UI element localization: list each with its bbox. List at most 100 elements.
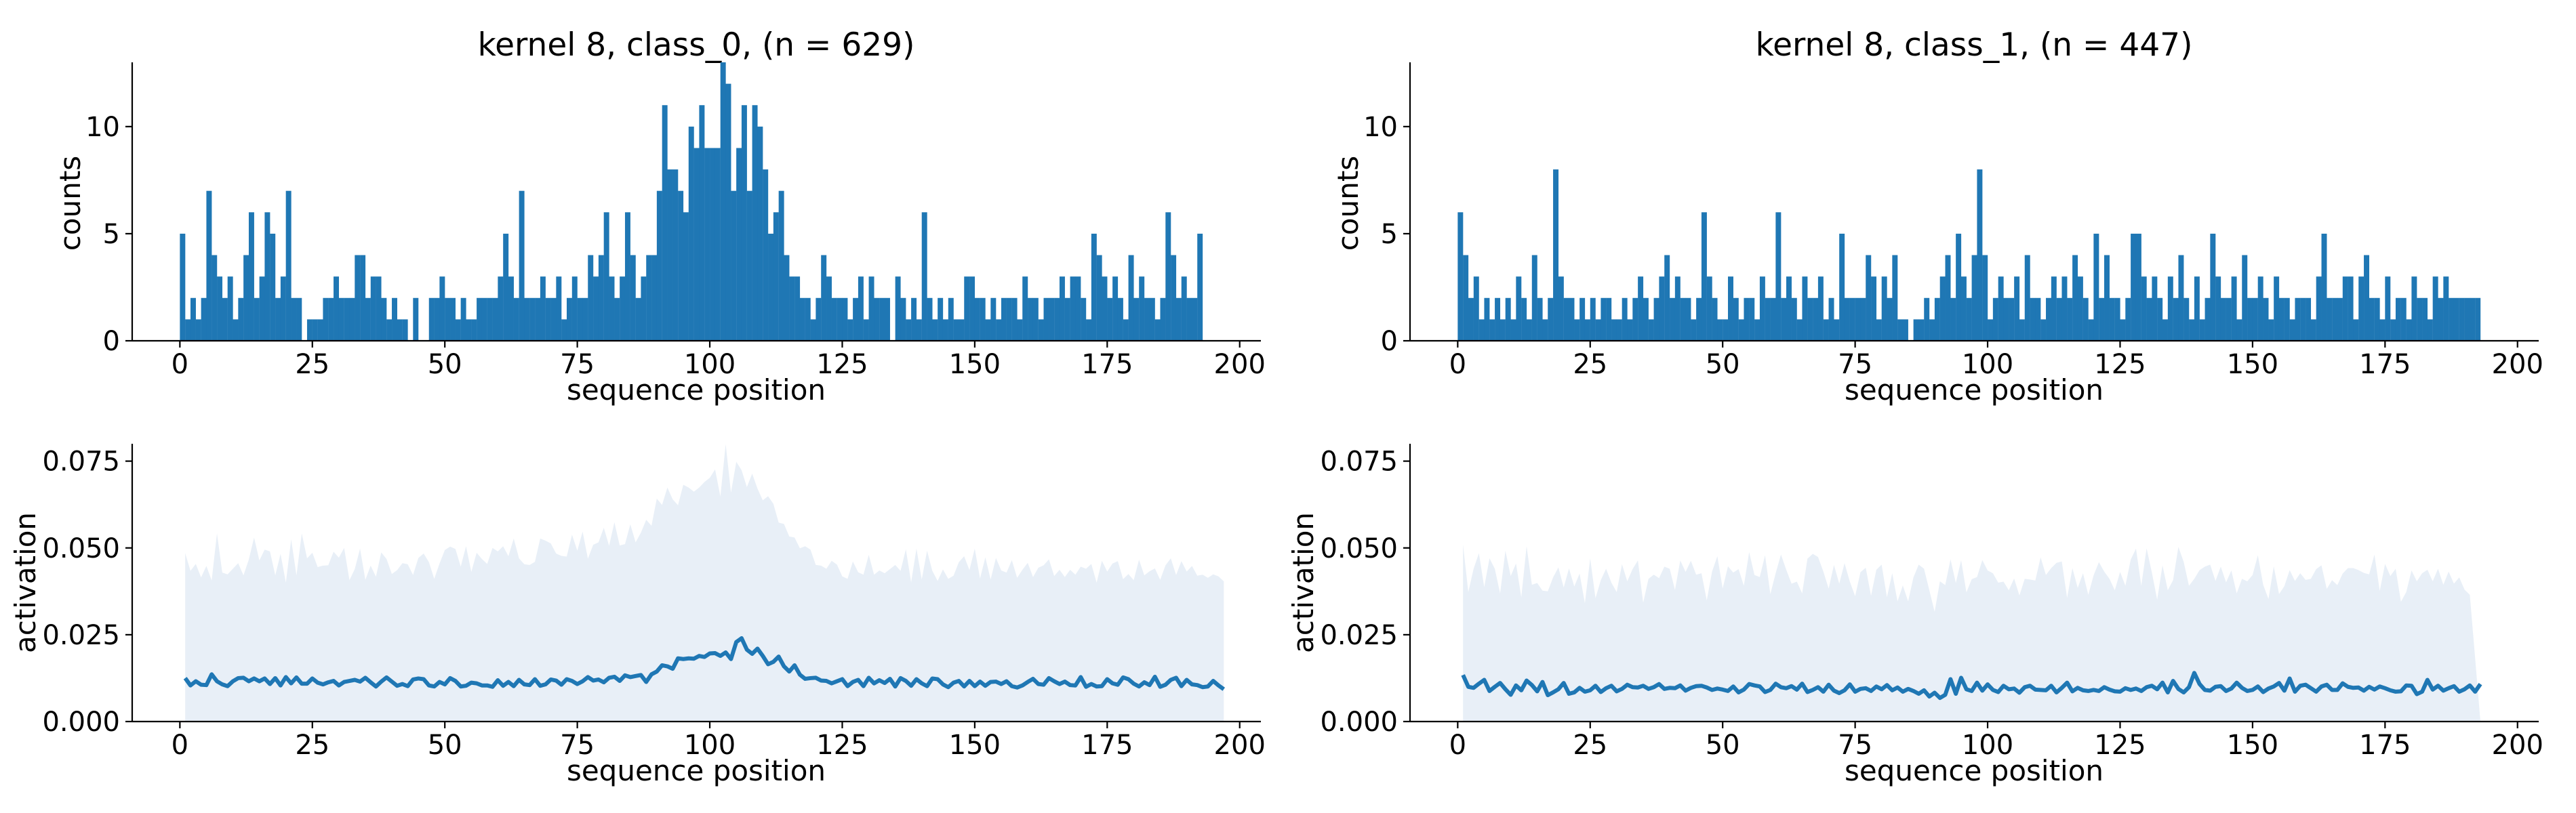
x-tick-label: 200 <box>1214 349 1266 380</box>
bar <box>259 276 265 341</box>
bar <box>317 319 323 341</box>
axes <box>1409 62 2539 342</box>
bar <box>1139 276 1145 341</box>
bar <box>2178 255 2184 341</box>
bar <box>672 169 679 341</box>
bar <box>630 255 636 341</box>
bar <box>624 212 630 341</box>
bar <box>1828 297 1834 341</box>
bar <box>879 297 885 341</box>
activation-marks <box>1461 544 2482 722</box>
bar <box>1691 319 1697 341</box>
y-axis-label: activation <box>9 512 42 653</box>
bar <box>2056 297 2062 341</box>
x-tick-label: 100 <box>1962 349 2013 380</box>
bar <box>1463 255 1469 341</box>
bar <box>1038 319 1044 341</box>
bar <box>1123 319 1129 341</box>
bar <box>1738 319 1744 341</box>
bar <box>868 276 874 341</box>
bar <box>285 190 291 341</box>
x-tick-label: 200 <box>2492 349 2543 380</box>
bar <box>1823 319 1829 341</box>
x-tick-label: 125 <box>816 730 868 761</box>
bar <box>1553 169 1559 341</box>
y-tick-label: 0.050 <box>42 533 120 564</box>
bar <box>1712 297 1718 341</box>
bar <box>757 126 763 341</box>
bar <box>1590 297 1596 341</box>
bar <box>1680 297 1686 341</box>
bar <box>1960 276 1967 341</box>
bar <box>2242 255 2248 341</box>
y-tick-label: 0 <box>1381 326 1398 357</box>
bar <box>1839 233 1845 341</box>
bar <box>1998 276 2004 341</box>
bar <box>1770 297 1776 341</box>
bar <box>1871 276 1877 341</box>
bar <box>2411 276 2417 341</box>
bar <box>1781 297 1787 341</box>
bar <box>243 255 249 341</box>
bar <box>1181 276 1187 341</box>
bar <box>2051 276 2057 341</box>
bar <box>1022 276 1028 341</box>
bar <box>2046 297 2051 341</box>
bar <box>805 297 811 341</box>
bar <box>195 319 201 341</box>
x-tick-label: 25 <box>1573 730 1607 761</box>
bar <box>2443 276 2449 341</box>
bar <box>2157 297 2163 341</box>
bar <box>614 297 620 341</box>
bar <box>2475 297 2481 341</box>
bar <box>2077 276 2083 341</box>
y-axis-label: activation <box>1287 512 1320 653</box>
bar <box>1616 319 1622 341</box>
bar <box>2210 233 2216 341</box>
bar <box>2024 255 2030 341</box>
y-tick-label: 10 <box>1363 112 1398 143</box>
bar <box>306 319 313 341</box>
bar <box>768 233 773 341</box>
bar <box>2035 297 2041 341</box>
bar <box>1606 297 1612 341</box>
bar <box>985 319 991 341</box>
bar <box>1765 297 1771 341</box>
bar <box>2406 319 2412 341</box>
bar <box>885 297 890 341</box>
x-ticks: 0 25 50 75 100 125 150 175 200 <box>1449 722 2543 761</box>
x-tick-label: 75 <box>560 349 595 380</box>
bar <box>1160 297 1166 341</box>
x-ticks: 0 25 50 75 100 125 150 175 200 <box>1449 341 2543 380</box>
bar <box>227 276 233 341</box>
bar <box>842 297 848 341</box>
bar <box>460 297 466 341</box>
bar <box>620 276 626 341</box>
bar <box>2131 233 2137 341</box>
bar <box>503 233 509 341</box>
bar <box>2040 319 2047 341</box>
bar <box>2162 319 2168 341</box>
bar <box>2316 276 2322 341</box>
bar <box>2135 233 2141 341</box>
bar <box>1971 255 1977 341</box>
bar <box>2464 297 2470 341</box>
bar <box>2120 319 2126 341</box>
bar <box>916 319 922 341</box>
bar <box>2427 319 2433 341</box>
bar <box>2173 297 2179 341</box>
x-tick-label: 200 <box>2492 730 2543 761</box>
bar <box>349 297 355 341</box>
bar <box>2337 297 2343 341</box>
x-tick-label: 25 <box>1573 349 1607 380</box>
bar <box>1144 297 1150 341</box>
panel-class-0-counts: kernel 8, class_0, (n = 629) sequence po… <box>54 26 1266 406</box>
bar <box>746 190 752 341</box>
y-tick-label: 5 <box>103 219 120 250</box>
bar <box>386 319 393 341</box>
bar <box>1950 297 1956 341</box>
bar <box>2189 319 2195 341</box>
bar <box>2263 297 2269 341</box>
x-tick-label: 125 <box>2094 730 2146 761</box>
bar <box>2072 255 2078 341</box>
